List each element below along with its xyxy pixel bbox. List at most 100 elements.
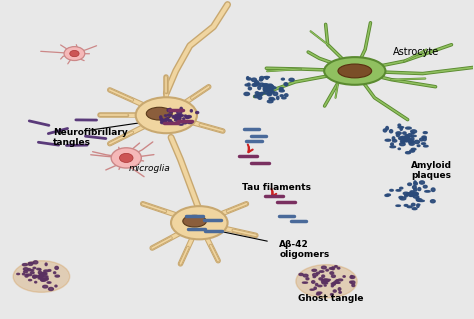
Ellipse shape: [324, 285, 326, 286]
Ellipse shape: [167, 118, 169, 121]
Ellipse shape: [55, 285, 57, 287]
Ellipse shape: [23, 268, 28, 270]
Ellipse shape: [386, 127, 388, 130]
Ellipse shape: [425, 190, 430, 192]
Ellipse shape: [259, 79, 263, 81]
Ellipse shape: [165, 118, 169, 120]
Ellipse shape: [160, 118, 163, 121]
Ellipse shape: [255, 92, 259, 94]
Ellipse shape: [176, 122, 179, 124]
Ellipse shape: [260, 77, 264, 79]
Ellipse shape: [326, 279, 330, 280]
Ellipse shape: [400, 197, 406, 200]
Ellipse shape: [167, 114, 172, 116]
Ellipse shape: [316, 284, 318, 286]
Ellipse shape: [24, 271, 27, 273]
Ellipse shape: [168, 120, 172, 121]
Ellipse shape: [296, 265, 357, 298]
Ellipse shape: [405, 137, 409, 139]
Ellipse shape: [267, 100, 273, 103]
Ellipse shape: [177, 115, 181, 117]
Text: microglia: microglia: [128, 165, 170, 174]
Ellipse shape: [333, 290, 336, 292]
Ellipse shape: [44, 270, 48, 272]
Ellipse shape: [324, 280, 328, 282]
Ellipse shape: [191, 110, 192, 112]
Ellipse shape: [406, 193, 410, 196]
Ellipse shape: [401, 140, 405, 143]
Ellipse shape: [409, 193, 413, 194]
Ellipse shape: [421, 143, 426, 145]
Ellipse shape: [160, 116, 162, 119]
Ellipse shape: [418, 188, 421, 190]
Ellipse shape: [419, 138, 423, 141]
Ellipse shape: [33, 275, 36, 278]
Ellipse shape: [412, 186, 416, 189]
Ellipse shape: [410, 193, 412, 196]
Ellipse shape: [257, 94, 260, 96]
Ellipse shape: [264, 91, 270, 94]
Ellipse shape: [390, 146, 395, 148]
Ellipse shape: [284, 83, 288, 85]
Ellipse shape: [335, 266, 337, 267]
Ellipse shape: [410, 141, 414, 143]
Ellipse shape: [259, 83, 264, 86]
Ellipse shape: [244, 93, 249, 95]
Ellipse shape: [172, 115, 174, 118]
Ellipse shape: [403, 132, 406, 134]
Ellipse shape: [338, 288, 341, 290]
Ellipse shape: [399, 137, 404, 140]
Ellipse shape: [406, 127, 411, 129]
Ellipse shape: [266, 85, 269, 88]
Ellipse shape: [407, 206, 412, 208]
Ellipse shape: [409, 141, 411, 143]
Ellipse shape: [409, 139, 413, 142]
Ellipse shape: [311, 281, 315, 283]
Ellipse shape: [408, 183, 411, 185]
Ellipse shape: [176, 116, 180, 118]
Ellipse shape: [350, 281, 352, 283]
Ellipse shape: [185, 116, 190, 118]
Ellipse shape: [13, 261, 70, 292]
Ellipse shape: [175, 115, 178, 116]
Ellipse shape: [261, 92, 264, 95]
Ellipse shape: [302, 282, 308, 283]
Ellipse shape: [351, 281, 355, 284]
Ellipse shape: [257, 93, 262, 96]
Ellipse shape: [324, 57, 385, 85]
Ellipse shape: [271, 88, 273, 91]
Ellipse shape: [267, 93, 272, 96]
Ellipse shape: [431, 188, 435, 191]
Ellipse shape: [411, 135, 416, 137]
Ellipse shape: [331, 267, 335, 270]
Ellipse shape: [184, 115, 187, 117]
Ellipse shape: [39, 276, 42, 277]
Ellipse shape: [317, 292, 322, 293]
Ellipse shape: [401, 141, 405, 143]
Ellipse shape: [319, 278, 322, 280]
Ellipse shape: [407, 136, 410, 137]
Ellipse shape: [318, 285, 322, 287]
Text: Neurofibrillary
tangles: Neurofibrillary tangles: [53, 128, 128, 147]
Ellipse shape: [254, 83, 259, 86]
Ellipse shape: [55, 266, 58, 269]
Ellipse shape: [410, 193, 413, 196]
Text: Tau filaments: Tau filaments: [242, 183, 311, 192]
Ellipse shape: [38, 278, 43, 279]
Ellipse shape: [329, 268, 334, 269]
Ellipse shape: [268, 93, 272, 95]
Ellipse shape: [268, 85, 273, 88]
Ellipse shape: [27, 274, 32, 276]
Ellipse shape: [390, 189, 393, 191]
Ellipse shape: [423, 185, 427, 188]
Ellipse shape: [33, 267, 36, 269]
Ellipse shape: [183, 215, 206, 227]
Ellipse shape: [136, 97, 197, 133]
Ellipse shape: [351, 276, 353, 278]
Ellipse shape: [398, 148, 401, 150]
Ellipse shape: [410, 194, 414, 195]
Ellipse shape: [44, 278, 47, 280]
Ellipse shape: [330, 272, 334, 274]
Ellipse shape: [405, 135, 409, 138]
Ellipse shape: [407, 193, 411, 196]
